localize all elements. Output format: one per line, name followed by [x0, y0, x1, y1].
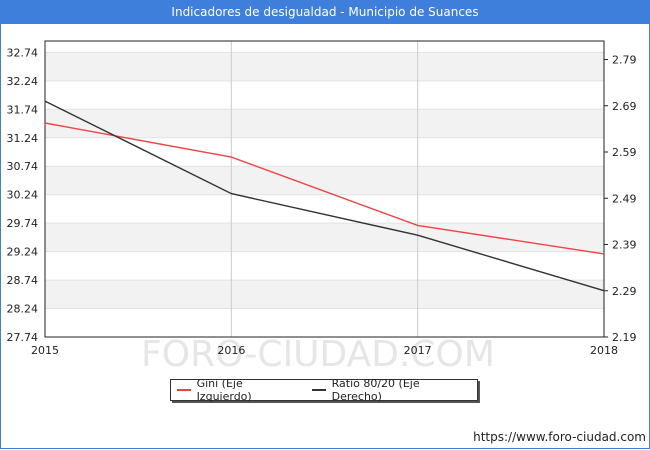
x-tick-label: 2015 — [31, 344, 59, 357]
legend-swatch-gini — [177, 389, 191, 391]
legend-label-ratio: Ratio 80/20 (Eje Derecho) — [331, 377, 420, 403]
right-tick-label: 2.79 — [612, 54, 637, 67]
left-tick-label: 30.74 — [7, 160, 39, 173]
legend-item-ratio: Ratio 80/20 (Eje Derecho) — [312, 377, 469, 403]
left-tick-label: 27.74 — [7, 331, 39, 344]
series-line-gini — [44, 122, 605, 255]
right-tick-label: 2.29 — [612, 285, 637, 298]
left-tick-label: 30.24 — [7, 189, 39, 202]
grid-band — [45, 166, 604, 195]
x-tick-label: 2016 — [217, 344, 245, 357]
legend: Gini (Eje Izquierdo) Ratio 80/20 (Eje De… — [170, 377, 478, 403]
left-tick-label: 32.74 — [7, 46, 39, 59]
right-tick-label: 2.39 — [612, 239, 637, 252]
legend-label-gini: Gini (Eje Izquierdo) — [196, 377, 252, 403]
right-tick-label: 2.59 — [612, 146, 637, 159]
left-tick-label: 29.74 — [7, 217, 39, 230]
left-axis-ticks: 32.74 32.24 31.74 31.24 30.74 30.24 29.74 29.24… — [7, 46, 39, 344]
left-tick-label: 31.24 — [7, 132, 39, 145]
source-url[interactable]: https://www.foro-ciudad.com — [473, 430, 646, 444]
left-tick-label: 32.24 — [7, 75, 39, 88]
right-axis-ticks: 2.79 2.69 2.59 2.49 2.39 2.29 2.19 — [604, 54, 637, 344]
series-lines — [44, 100, 605, 292]
left-tick-label: 31.74 — [7, 103, 39, 116]
chart-title: Indicadores de desigualdad - Municipio d… — [0, 0, 650, 24]
watermark: FORO-CIUDAD.COM — [141, 334, 495, 375]
vertical-gridlines — [230, 41, 419, 337]
grid-band — [45, 280, 604, 309]
grid-bands — [45, 51, 604, 338]
x-axis-ticks: 2015 2016 2017 2018 — [31, 344, 618, 357]
grid-band — [45, 223, 604, 252]
plot-area — [44, 40, 605, 338]
grid-band — [45, 52, 604, 81]
right-tick-label: 2.69 — [612, 100, 637, 113]
left-tick-label: 28.24 — [7, 303, 39, 316]
right-tick-label: 2.19 — [612, 331, 637, 344]
x-tick-label: 2017 — [404, 344, 432, 357]
series-line-ratio — [44, 100, 605, 292]
grid-band — [45, 109, 604, 138]
right-tick-label: 2.49 — [612, 192, 637, 205]
legend-item-gini: Gini (Eje Izquierdo) — [177, 377, 298, 403]
left-tick-label: 28.74 — [7, 274, 39, 287]
legend-swatch-ratio — [312, 389, 326, 391]
x-tick-label: 2018 — [590, 344, 618, 357]
left-tick-label: 29.24 — [7, 246, 39, 259]
